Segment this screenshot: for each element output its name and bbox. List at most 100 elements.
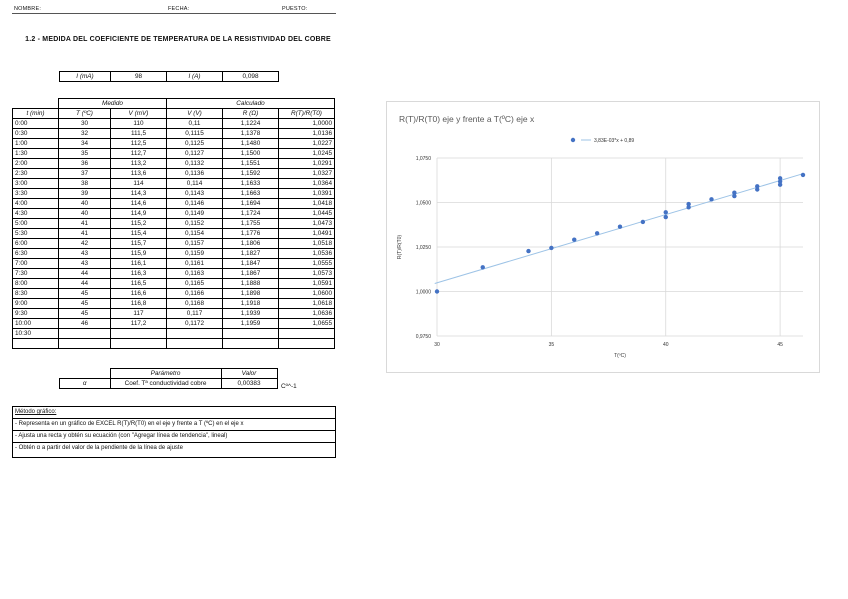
table-cell[interactable]: 1,1755 [222,218,279,229]
table-cell[interactable]: 1,1551 [222,158,279,169]
table-cell[interactable]: 1,1724 [222,208,279,219]
table-cell[interactable]: 1,0227 [278,138,335,149]
table-cell[interactable]: 4:00 [12,198,59,209]
table-cell[interactable]: 1,0636 [278,308,335,319]
table-cell[interactable] [166,338,223,349]
table-cell[interactable]: 39 [58,188,111,199]
table-cell[interactable]: 3:30 [12,188,59,199]
table-cell[interactable]: 1,1867 [222,268,279,279]
table-cell[interactable]: 4:30 [12,208,59,219]
table-cell[interactable]: 1,0473 [278,218,335,229]
table-cell[interactable]: 0,1125 [166,138,223,149]
table-cell[interactable]: 37 [58,168,111,179]
table-cell[interactable]: 0,114 [166,178,223,189]
table-cell[interactable]: 0,11 [166,118,223,129]
table-cell[interactable]: 115,9 [110,248,167,259]
table-cell[interactable]: 40 [58,198,111,209]
table-cell[interactable]: 10:00 [12,318,59,329]
table-cell[interactable] [110,328,167,339]
table-cell[interactable] [58,328,111,339]
table-cell[interactable]: 45 [58,288,111,299]
table-cell[interactable]: 0,1132 [166,158,223,169]
table-cell[interactable]: 1,0291 [278,158,335,169]
table-cell[interactable]: 9:00 [12,298,59,309]
table-cell[interactable]: 7:00 [12,258,59,269]
table-cell[interactable]: 32 [58,128,111,139]
table-cell[interactable]: 44 [58,268,111,279]
table-cell[interactable] [278,338,335,349]
table-cell[interactable]: 5:30 [12,228,59,239]
table-cell[interactable]: 1,0618 [278,298,335,309]
table-cell[interactable]: 1,1827 [222,248,279,259]
current-a-value[interactable]: 0,098 [222,71,279,82]
table-cell[interactable]: 113,6 [110,168,167,179]
table-cell[interactable]: 1,0655 [278,318,335,329]
table-cell[interactable]: 43 [58,258,111,269]
table-cell[interactable]: 3:00 [12,178,59,189]
table-cell[interactable]: 116,5 [110,278,167,289]
table-cell[interactable]: 1,0445 [278,208,335,219]
table-cell[interactable]: 42 [58,238,111,249]
table-cell[interactable]: 1,1500 [222,148,279,159]
table-cell[interactable] [12,338,59,349]
table-cell[interactable]: 0,1161 [166,258,223,269]
table-cell[interactable]: 0:00 [12,118,59,129]
table-cell[interactable]: 36 [58,158,111,169]
table-cell[interactable]: 1,1898 [222,288,279,299]
table-cell[interactable]: 1,0518 [278,238,335,249]
table-cell[interactable]: 41 [58,228,111,239]
table-cell[interactable]: 1,1694 [222,198,279,209]
table-cell[interactable]: 34 [58,138,111,149]
table-cell[interactable]: 30 [58,118,111,129]
table-cell[interactable]: 114,6 [110,198,167,209]
table-cell[interactable]: 1,1633 [222,178,279,189]
table-cell[interactable]: 1,1959 [222,318,279,329]
table-cell[interactable]: 0,1149 [166,208,223,219]
table-cell[interactable]: 1,0327 [278,168,335,179]
table-cell[interactable]: 6:30 [12,248,59,259]
table-cell[interactable]: 113,2 [110,158,167,169]
table-cell[interactable]: 114 [110,178,167,189]
table-cell[interactable]: 7:30 [12,268,59,279]
table-cell[interactable]: 1,0000 [278,118,335,129]
table-cell[interactable]: 0:30 [12,128,59,139]
table-cell[interactable]: 0,1127 [166,148,223,159]
table-cell[interactable]: 112,5 [110,138,167,149]
table-cell[interactable]: 116,6 [110,288,167,299]
table-cell[interactable]: 1,1888 [222,278,279,289]
table-cell[interactable]: 45 [58,308,111,319]
table-cell[interactable]: 115,7 [110,238,167,249]
table-cell[interactable]: 1,1806 [222,238,279,249]
table-cell[interactable]: 114,9 [110,208,167,219]
table-cell[interactable]: 117 [110,308,167,319]
table-cell[interactable]: 45 [58,298,111,309]
table-cell[interactable]: 115,2 [110,218,167,229]
table-cell[interactable]: 110 [110,118,167,129]
table-cell[interactable]: 1,0573 [278,268,335,279]
table-cell[interactable]: 8:00 [12,278,59,289]
table-cell[interactable]: 0,1154 [166,228,223,239]
table-cell[interactable]: 1,0555 [278,258,335,269]
table-cell[interactable]: 41 [58,218,111,229]
table-cell[interactable]: 117,2 [110,318,167,329]
table-cell[interactable]: 1,1224 [222,118,279,129]
table-cell[interactable]: 116,8 [110,298,167,309]
table-cell[interactable]: 0,117 [166,308,223,319]
table-cell[interactable]: 44 [58,278,111,289]
table-cell[interactable] [58,338,111,349]
table-cell[interactable]: 0,1115 [166,128,223,139]
table-cell[interactable]: 0,1172 [166,318,223,329]
table-cell[interactable] [166,328,223,339]
table-cell[interactable]: 1,1378 [222,128,279,139]
current-ma-value[interactable]: 98 [110,71,167,82]
table-cell[interactable]: 0,1152 [166,218,223,229]
table-cell[interactable]: 1,0600 [278,288,335,299]
table-cell[interactable] [278,328,335,339]
table-cell[interactable]: 1,0391 [278,188,335,199]
chart-container[interactable]: R(T)/R(T0) eje y frente a T(ºC) eje x 0,… [386,101,820,373]
table-cell[interactable]: 1,1939 [222,308,279,319]
table-cell[interactable]: 1,1663 [222,188,279,199]
table-cell[interactable]: 116,3 [110,268,167,279]
table-cell[interactable]: 1,1480 [222,138,279,149]
table-cell[interactable]: 5:00 [12,218,59,229]
